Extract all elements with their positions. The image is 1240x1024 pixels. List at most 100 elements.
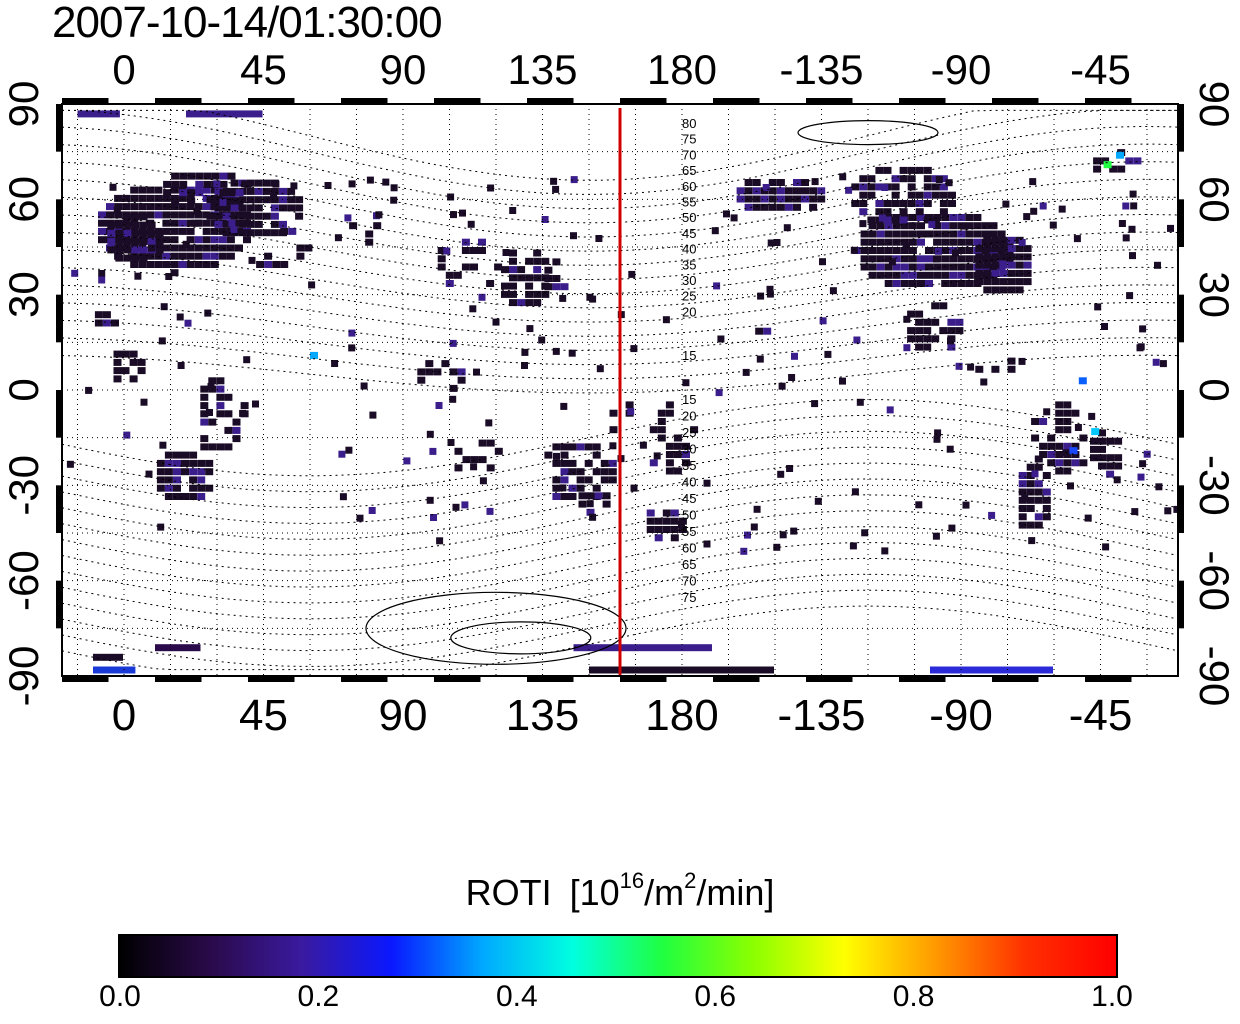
roti-cell (646, 517, 655, 525)
roti-cell (1015, 253, 1024, 261)
roti-cell-high (310, 351, 318, 359)
roti-cell (194, 252, 203, 260)
x-tick-label-top: 0 (112, 46, 135, 93)
roti-cell (186, 203, 195, 211)
roti-cell (210, 227, 219, 235)
roti-cell (586, 293, 594, 301)
roti-cell (189, 459, 198, 467)
roti-cell (1113, 476, 1121, 484)
roti-cell (179, 180, 188, 188)
roti-cell (670, 517, 679, 525)
roti-cell (461, 238, 470, 246)
roti-cell (200, 418, 209, 426)
roti-cell (801, 179, 809, 186)
roti-cell (947, 337, 954, 345)
roti-cell (147, 221, 156, 229)
roti-cell (907, 166, 916, 174)
roti-cell (999, 261, 1008, 269)
y-tick-label-left: -30 (0, 455, 47, 516)
roti-cell (989, 222, 998, 230)
roti-cell (867, 216, 876, 224)
roti-cell (1034, 480, 1043, 488)
roti-cell (654, 517, 663, 525)
contour-line (61, 605, 1179, 671)
y-tick-label-right: 0 (1191, 378, 1238, 401)
roti-cell (875, 183, 884, 191)
roti-cell (965, 263, 974, 271)
roti-cell (917, 222, 925, 230)
frame-tick (527, 98, 574, 104)
roti-cell (552, 443, 561, 451)
frame-tick (713, 676, 760, 682)
roti-cell (948, 524, 956, 532)
roti-cell (162, 219, 171, 227)
roti-cell (570, 176, 578, 184)
contour-label: 65 (682, 163, 696, 178)
y-tick-label-right: 60 (1191, 176, 1238, 223)
roti-cell (777, 470, 785, 478)
roti-cell (131, 221, 140, 229)
roti-cell (892, 280, 901, 287)
roti-cell (216, 443, 225, 451)
roti-cell (568, 459, 577, 467)
roti-cell (205, 459, 214, 467)
roti-cell (226, 236, 235, 244)
roti-cell (1015, 286, 1024, 294)
roti-cell (784, 195, 793, 203)
roti-cell (1034, 455, 1043, 463)
roti-cell (657, 418, 666, 425)
roti-cell (662, 526, 671, 533)
roti-cell (1021, 494, 1029, 502)
roti-cell (1131, 508, 1139, 516)
roti-cell (907, 191, 916, 199)
roti-cell (170, 186, 179, 194)
roti-cell (339, 493, 347, 501)
roti-cell (584, 459, 593, 467)
roti-cell (348, 180, 356, 188)
roti-cell (296, 252, 305, 260)
roti-cell (113, 358, 122, 366)
roti-cell (256, 261, 265, 268)
roti-cell (814, 497, 822, 505)
roti-cell (859, 175, 868, 183)
roti-cell (517, 266, 526, 274)
roti-cell (868, 263, 877, 271)
roti-cell (690, 426, 699, 434)
roti-cell (999, 253, 1008, 261)
colorbar-tick-label: 0.4 (495, 980, 538, 1013)
roti-cell (194, 211, 203, 219)
roti-cell (975, 365, 984, 373)
frame-tick (527, 676, 574, 682)
roti-cell (851, 488, 859, 496)
roti-cell (262, 196, 271, 204)
roti-cell (486, 439, 495, 447)
roti-cell (453, 271, 462, 279)
roti-cell (478, 247, 486, 254)
roti-cell (860, 247, 869, 254)
x-tick-label-bottom: 135 (506, 691, 579, 740)
roti-cell (1042, 488, 1051, 496)
roti-cell (131, 246, 140, 254)
roti-cell (338, 450, 346, 458)
roti-cell (1137, 473, 1145, 481)
roti-cell (1029, 178, 1037, 186)
roti-cell (162, 252, 171, 260)
roti-band (930, 666, 1053, 674)
roti-cell (114, 203, 123, 211)
roti-cell (742, 368, 750, 376)
contour-label: 20 (682, 409, 696, 424)
roti-cell (860, 238, 869, 246)
roti-cell (975, 261, 984, 269)
roti-cell (941, 214, 950, 221)
roti-cell (957, 280, 966, 287)
roti-cell (715, 389, 723, 397)
roti-cell (608, 468, 617, 476)
roti-cell (917, 255, 925, 263)
roti-cell (203, 180, 212, 188)
roti-cell (949, 263, 958, 271)
roti-cell (552, 185, 560, 193)
roti-cell (957, 263, 966, 271)
roti-cell (509, 207, 517, 214)
roti-cell (154, 261, 163, 268)
roti-cell (991, 269, 1000, 277)
